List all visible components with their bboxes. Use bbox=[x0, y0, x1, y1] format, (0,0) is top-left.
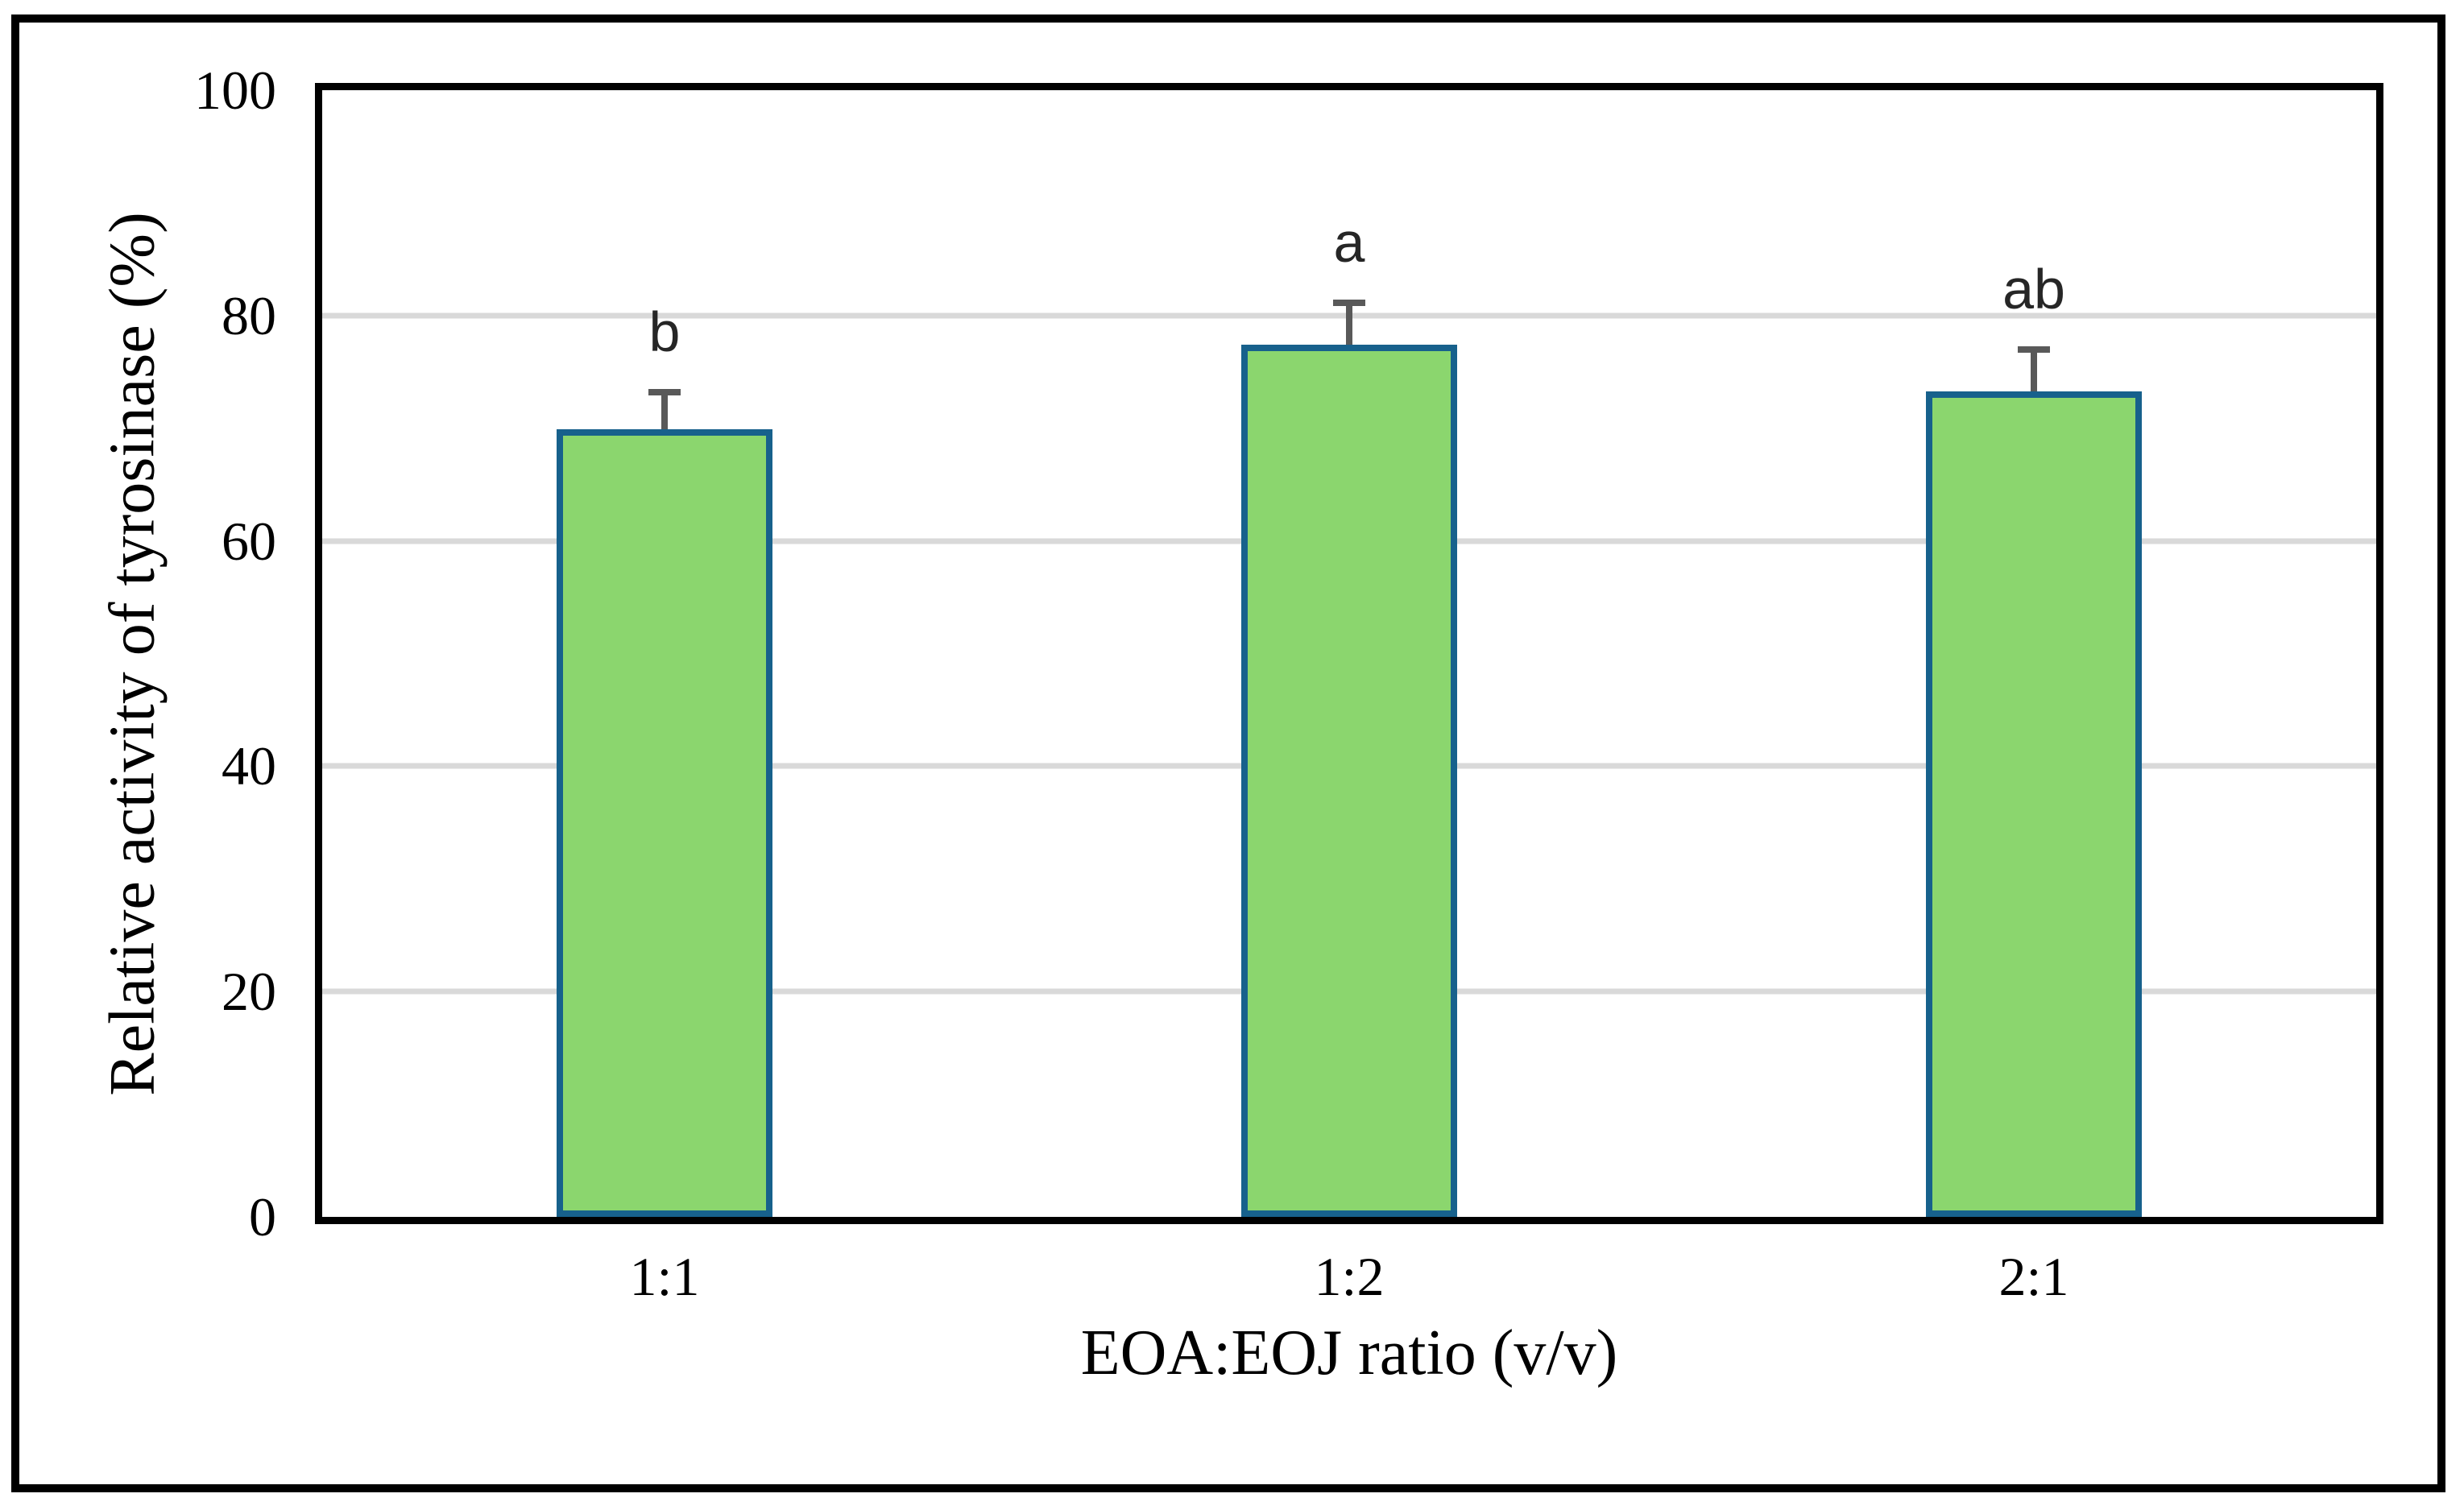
y-axis-tick-labels: 0 20 40 60 80 100 bbox=[0, 63, 276, 1244]
y-tick-label-20: 20 bbox=[222, 961, 276, 1023]
significance-letter-2-1: ab bbox=[2002, 257, 2065, 321]
y-tick-label-80: 80 bbox=[222, 284, 276, 346]
x-axis-category-labels: 1:1 1:2 2:1 bbox=[322, 1247, 2376, 1319]
x-axis-title-text: EOA:EOJ ratio (v/v) bbox=[1080, 1318, 1618, 1388]
error-bar-line-1-2 bbox=[1346, 303, 1352, 345]
error-bar-line-1-1 bbox=[661, 391, 668, 430]
bar-2-1 bbox=[1925, 391, 2142, 1217]
error-bar-line-2-1 bbox=[2031, 349, 2037, 391]
error-bar-cap-1-2 bbox=[1332, 300, 1366, 307]
x-tick-label-1-1: 1:1 bbox=[629, 1246, 700, 1307]
error-bar-cap-2-1 bbox=[2017, 345, 2051, 353]
y-tick-label-0: 0 bbox=[249, 1186, 276, 1247]
y-tick-label-100: 100 bbox=[194, 60, 276, 121]
x-axis-title: EOA:EOJ ratio (v/v) bbox=[322, 1313, 2376, 1393]
plot-area: b a ab bbox=[315, 83, 2383, 1224]
significance-letter-1-1: b bbox=[648, 300, 681, 363]
significance-letter-1-2: a bbox=[1333, 211, 1365, 275]
x-tick-label-1-2: 1:2 bbox=[1314, 1246, 1385, 1307]
y-tick-label-60: 60 bbox=[222, 510, 276, 572]
bar-1-1 bbox=[556, 429, 772, 1217]
error-bar-cap-1-1 bbox=[648, 388, 681, 395]
x-tick-label-2-1: 2:1 bbox=[1998, 1246, 2069, 1307]
y-tick-label-40: 40 bbox=[222, 735, 276, 797]
bar-1-2 bbox=[1240, 345, 1457, 1217]
